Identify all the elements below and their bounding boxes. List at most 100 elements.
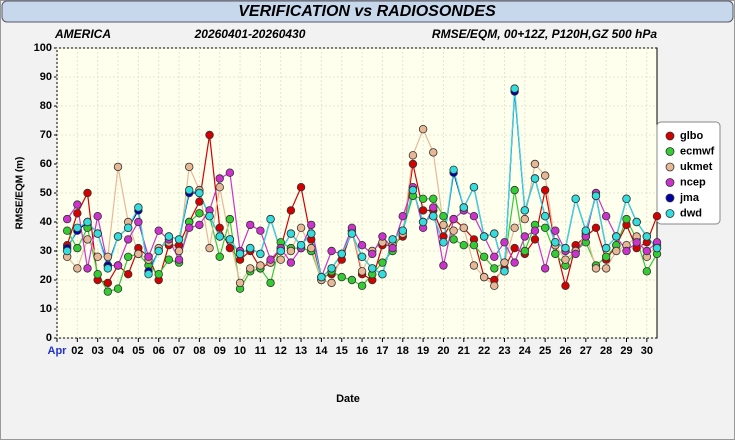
point xyxy=(215,252,224,261)
point xyxy=(276,255,285,264)
point xyxy=(408,159,418,169)
point xyxy=(93,211,102,221)
x-tick-label: 29 xyxy=(620,345,632,357)
point xyxy=(185,162,194,172)
point xyxy=(93,252,102,261)
point xyxy=(530,174,540,183)
point xyxy=(449,214,458,224)
x-tick-label: 19 xyxy=(417,345,429,357)
point xyxy=(642,232,652,241)
point xyxy=(62,226,72,235)
x-tick-label: 10 xyxy=(234,345,246,357)
legend-label: glbo xyxy=(680,130,703,142)
point xyxy=(215,174,224,183)
point xyxy=(510,84,519,93)
point xyxy=(266,255,275,264)
point xyxy=(500,258,509,267)
x-tick-label: 11 xyxy=(255,345,267,357)
point xyxy=(378,258,387,267)
y-tick-label: 100 xyxy=(34,42,52,54)
point xyxy=(286,258,296,267)
point xyxy=(134,249,143,259)
point xyxy=(439,238,448,247)
point xyxy=(398,211,407,221)
point xyxy=(103,278,113,288)
point xyxy=(256,249,265,259)
point xyxy=(225,243,235,253)
y-tick-label: 20 xyxy=(40,274,52,286)
legend-marker xyxy=(665,209,675,218)
point xyxy=(205,211,214,221)
x-tick-label: 24 xyxy=(519,345,532,357)
point xyxy=(540,185,550,195)
y-tick-label: 40 xyxy=(40,216,52,228)
point xyxy=(581,226,591,235)
point xyxy=(469,211,479,221)
legend-marker xyxy=(665,178,675,187)
point xyxy=(510,258,519,267)
point xyxy=(601,211,611,221)
point xyxy=(174,255,184,264)
point xyxy=(215,182,224,192)
point xyxy=(164,255,174,264)
x-tick-label: Apr xyxy=(48,345,68,357)
point xyxy=(103,264,113,273)
point xyxy=(612,246,621,256)
point xyxy=(469,182,479,192)
title-box xyxy=(1,0,734,23)
x-tick-label: 17 xyxy=(376,345,388,357)
point xyxy=(174,235,184,244)
point xyxy=(449,165,458,174)
point xyxy=(540,211,550,221)
legend-marker xyxy=(665,162,675,172)
x-tick-label: 23 xyxy=(498,345,510,357)
point xyxy=(205,130,214,140)
point xyxy=(601,252,611,261)
point xyxy=(266,214,275,224)
x-tick-label: 22 xyxy=(478,345,490,357)
point xyxy=(246,220,255,230)
x-tick-label: 27 xyxy=(580,345,592,357)
point xyxy=(73,223,82,232)
point xyxy=(154,246,163,256)
x-tick-label: 13 xyxy=(295,345,307,357)
point xyxy=(510,243,519,253)
point xyxy=(215,232,224,241)
y-tick-label: 0 xyxy=(46,332,52,344)
point xyxy=(307,243,316,253)
point xyxy=(632,217,641,227)
point xyxy=(378,232,387,241)
point xyxy=(490,229,499,238)
point xyxy=(571,249,580,259)
point xyxy=(205,243,214,253)
y-tick-label: 30 xyxy=(40,245,52,257)
point xyxy=(185,223,194,232)
x-tick-label: 30 xyxy=(641,345,653,357)
legend-label: ncep xyxy=(680,176,706,188)
point xyxy=(195,220,204,230)
point xyxy=(500,238,509,247)
point xyxy=(123,235,133,244)
legend-label: dwd xyxy=(680,207,702,219)
point xyxy=(73,264,82,273)
point xyxy=(540,171,550,180)
point xyxy=(215,223,224,232)
x-tick-label: 02 xyxy=(71,345,83,357)
point xyxy=(418,217,428,227)
x-tick-label: 07 xyxy=(173,345,185,357)
point xyxy=(83,217,92,227)
point xyxy=(357,240,367,250)
y-axis-title: RMSE/EQM (m) xyxy=(15,157,26,230)
point xyxy=(469,240,479,250)
point xyxy=(520,214,529,224)
point xyxy=(286,246,296,256)
x-tick-label: 26 xyxy=(559,345,571,357)
point xyxy=(93,270,102,279)
point xyxy=(530,159,540,169)
point xyxy=(591,264,601,273)
point xyxy=(418,124,428,134)
point xyxy=(530,235,540,244)
point xyxy=(93,229,102,238)
legend-label: ukmet xyxy=(680,161,713,173)
point xyxy=(225,235,235,244)
